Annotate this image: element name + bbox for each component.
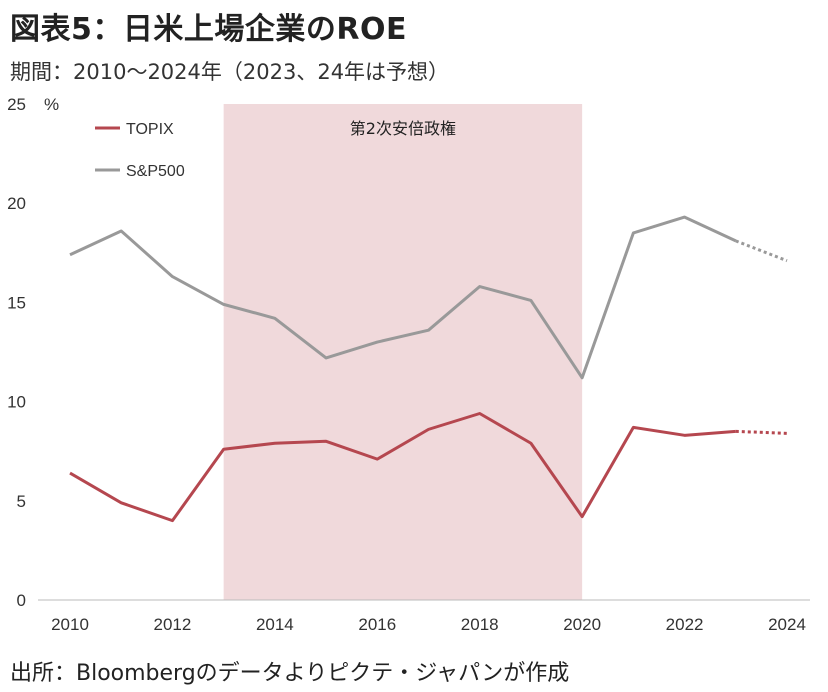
y-tick-label: 15 bbox=[7, 293, 26, 312]
y-unit-label: % bbox=[44, 95, 59, 114]
x-tick-label: 2014 bbox=[256, 615, 294, 634]
x-tick-label: 2018 bbox=[461, 615, 499, 634]
shaded-period-label: 第2次安倍政権 bbox=[350, 119, 456, 138]
x-tick-label: 2024 bbox=[768, 615, 806, 634]
x-tick-label: 2012 bbox=[154, 615, 192, 634]
x-tick-label: 2016 bbox=[358, 615, 396, 634]
source-note: 出所：Bloombergのデータよりピクテ・ジャパンが作成 bbox=[10, 661, 570, 686]
y-tick-label: 25 bbox=[7, 95, 26, 114]
y-tick-label: 5 bbox=[17, 492, 26, 511]
x-tick-label: 2020 bbox=[563, 615, 601, 634]
topix-line bbox=[69, 412, 736, 523]
y-tick-label: 10 bbox=[7, 393, 26, 412]
y-tick-label: 20 bbox=[7, 194, 26, 213]
chart-title: 図表5：日米上場企業のROE bbox=[10, 12, 407, 47]
y-tick-label: 0 bbox=[17, 591, 26, 610]
shaded-period bbox=[223, 104, 583, 600]
x-tick-label: 2010 bbox=[51, 615, 89, 634]
chart-subtitle: 期間：2010～2024年（2023、24年は予想） bbox=[10, 60, 450, 84]
x-tick-label: 2022 bbox=[666, 615, 704, 634]
s-p500-forecast-line bbox=[735, 239, 788, 263]
topix-forecast-line bbox=[735, 429, 788, 435]
s-p500-line bbox=[69, 215, 737, 380]
legend-label-s-p500: S&P500 bbox=[126, 163, 185, 180]
legend-label-topix: TOPIX bbox=[126, 121, 174, 138]
